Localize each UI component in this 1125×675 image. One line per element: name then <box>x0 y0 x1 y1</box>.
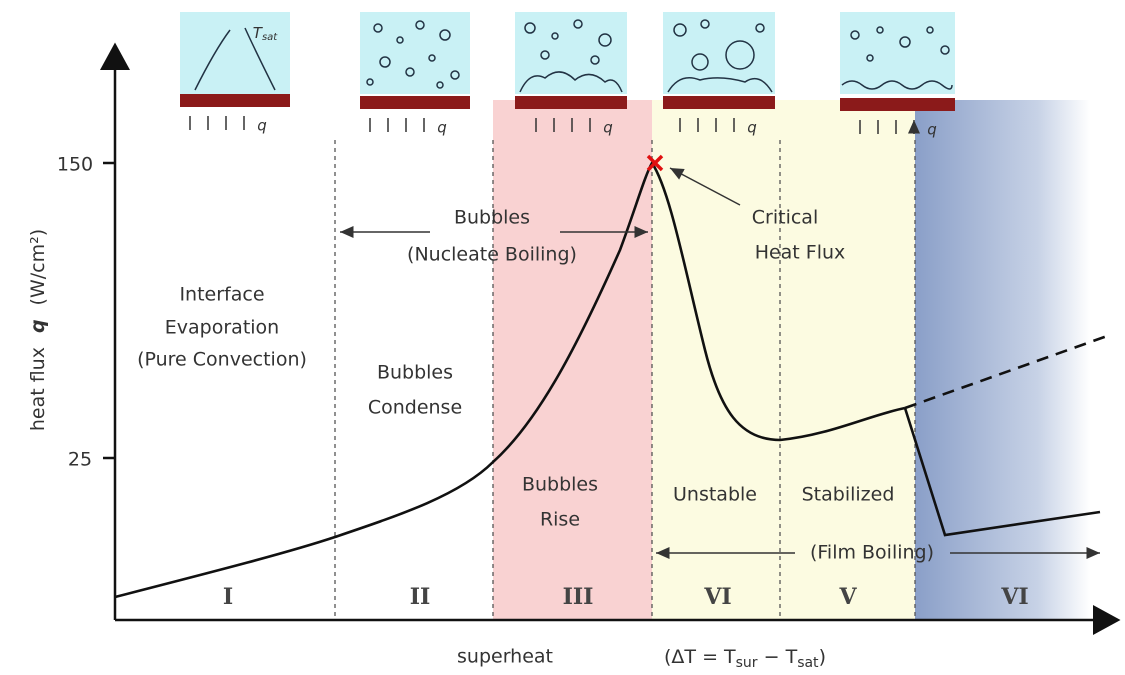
t: T <box>253 24 264 42</box>
x-formula: (ΔT = Tsur − Tsat) <box>664 646 826 672</box>
region-label: Unstable <box>673 484 757 506</box>
region-backgrounds <box>493 100 1090 620</box>
flow <box>194 27 276 91</box>
extrapolated-curve <box>904 333 1111 410</box>
annotation: Heat Flux <box>755 242 846 264</box>
flux-label: q <box>747 119 757 137</box>
blue-region <box>915 100 1090 620</box>
flux-arrows <box>189 116 914 134</box>
sat: sat <box>262 32 278 43</box>
region-label: Rise <box>540 509 580 531</box>
region-numeral: VI <box>703 584 731 610</box>
sketch <box>360 12 470 94</box>
t-sat-label: Tsat <box>253 24 279 44</box>
flux-label: q <box>603 119 613 137</box>
flux-label: q <box>257 117 267 135</box>
y-unit: (W/cm²) <box>27 229 49 306</box>
annotation: (Film Boiling) <box>810 542 934 564</box>
region-label: Evaporation <box>165 317 279 339</box>
y-axis-title: heat flux q (W/cm²) <box>27 229 49 431</box>
critical-point <box>646 154 664 172</box>
y-tick-label: 150 <box>57 154 93 176</box>
liquid <box>840 12 955 94</box>
pink-region <box>493 100 652 620</box>
region-label: (Pure Convection) <box>137 349 307 371</box>
heaters <box>180 94 955 111</box>
y-label: heat flux <box>27 347 49 431</box>
sketch <box>840 12 955 94</box>
region-label: Stabilized <box>802 484 895 506</box>
flux-label: q <box>927 121 937 139</box>
y-tick-label: 25 <box>68 449 92 471</box>
formula-part: (ΔT = T <box>664 646 736 668</box>
region-label: Bubbles <box>522 474 598 496</box>
formula-sub: sur <box>736 655 758 671</box>
formula-sub: sat <box>797 655 819 671</box>
sketches: Tsat q q q q q <box>180 12 955 139</box>
region-label: Bubbles <box>377 362 453 384</box>
liquid <box>515 12 627 94</box>
region-numeral: III <box>563 584 594 610</box>
region-numeral: I <box>223 584 233 610</box>
annotation: Critical <box>752 207 818 229</box>
region-numeral: II <box>410 584 431 610</box>
liquid <box>180 12 290 94</box>
film-curve <box>903 407 1101 537</box>
annotation: Bubbles <box>454 207 530 229</box>
y-symbol: q <box>27 319 49 333</box>
flux-label: q <box>437 119 447 137</box>
yellow-region <box>652 100 915 620</box>
formula-part: − T <box>758 646 798 668</box>
sketch: Tsat <box>180 12 290 94</box>
liquid <box>360 12 470 94</box>
sketch <box>663 12 775 94</box>
region-numeral: VI <box>1000 584 1028 610</box>
arrow <box>669 167 741 206</box>
region-label: Condense <box>368 397 462 419</box>
x-axis-title: superheat <box>457 646 553 668</box>
region-numeral: V <box>838 584 857 610</box>
dividers <box>334 140 916 620</box>
annotation: (Nucleate Boiling) <box>407 244 577 266</box>
region-label: Interface <box>179 284 264 306</box>
formula-part: ) <box>819 646 826 668</box>
sketch <box>515 12 627 94</box>
